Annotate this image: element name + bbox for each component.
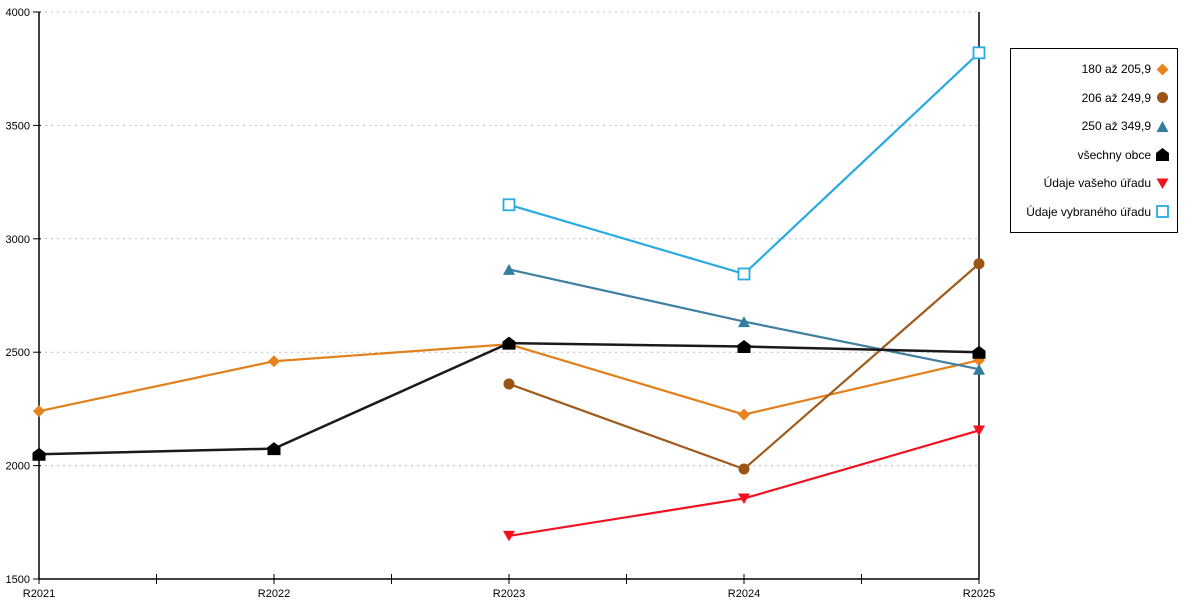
legend-marker-glyph [1156,148,1169,162]
series-marker-diamond [33,405,45,418]
legend-marker-pentagon-icon [1156,148,1169,162]
series-marker-pentagon [972,345,986,359]
series-marker-pentagon [32,447,46,461]
series-marker-diamond [738,408,750,421]
series-triangle-down [503,425,985,542]
legend-item: Údaje vybraného úřadu [1011,204,1177,219]
y-tick-label: 2500 [6,347,30,359]
series-marker-diamond [268,355,280,368]
x-tick-label: R2025 [963,588,995,600]
series-pentagon [32,336,986,461]
series-marker-pentagon [1156,148,1169,162]
x-tick-label: R2022 [258,588,290,600]
series-marker-square-open [972,46,986,60]
series-marker-square-open [737,267,751,281]
y-tick-label: 1500 [6,574,30,586]
series-triangle-up [503,263,985,375]
legend-label: Údaje vybraného úřadu [1026,204,1151,219]
series-marker-circle [503,378,515,390]
y-tick-label: 4000 [6,7,30,19]
series-marker-triangle-down [738,493,750,504]
series-marker-circle [973,258,985,270]
legend-marker-triangle-up-icon [1156,120,1169,133]
y-tick-label: 3000 [6,234,30,246]
legend-label: 250 až 349,9 [1081,119,1151,134]
series-marker-circle [1157,92,1168,104]
series-marker-diamond [1156,63,1169,76]
series-marker-square-open [1156,205,1169,219]
legend-marker-glyph [1156,120,1169,132]
series-marker-triangle-up [738,316,750,328]
x-tick-label: R2023 [493,588,525,600]
legend-marker-square-open-icon [1156,205,1169,219]
series-marker-triangle-down [973,425,985,436]
y-tick-label: 3500 [6,120,30,132]
legend-marker-diamond-icon [1156,63,1169,76]
series-marker-square-open [502,198,516,212]
series-marker-pentagon [267,442,281,456]
legend-label: Údaje vašeho úřadu [1043,176,1151,191]
legend: 180 až 205,9 206 až 249,9 250 až 349,9 všec… [1010,48,1178,233]
legend-label: 206 až 249,9 [1081,90,1151,105]
legend-marker-glyph [1157,92,1168,104]
legend-marker-triangle-down-icon [1156,177,1169,190]
x-tick-label: R2021 [23,588,55,600]
legend-item: Údaje vašeho úřadu [1011,177,1177,190]
legend-marker-circle-icon [1156,91,1169,104]
series-line [508,429,980,537]
series-circle [503,258,985,475]
series-line [38,341,980,456]
series-marker-triangle-up [973,363,985,375]
legend-item: 250 až 349,9 [1011,120,1177,133]
series-line [508,52,980,276]
x-tick-label: R2024 [728,588,760,600]
legend-item: 180 až 205,9 [1011,63,1177,76]
legend-item: všechny obce [1011,147,1177,162]
series-marker-pentagon [737,340,751,354]
series-marker-pentagon [502,336,516,350]
legend-marker-glyph [1156,178,1169,189]
series-marker-triangle-up [503,263,515,275]
legend-label: 180 až 205,9 [1081,62,1151,77]
legend-item: 206 až 249,9 [1011,91,1177,104]
series-marker-triangle-up [1156,120,1169,132]
series-marker-triangle-down [1156,178,1169,189]
legend-label: všechny obce [1077,147,1151,162]
legend-marker-glyph [1156,63,1169,76]
series-marker-circle [738,463,750,475]
series-marker-triangle-down [503,530,515,542]
y-tick-label: 2000 [6,461,30,473]
series-square-open [502,46,986,281]
legend-marker-glyph [1156,205,1169,219]
